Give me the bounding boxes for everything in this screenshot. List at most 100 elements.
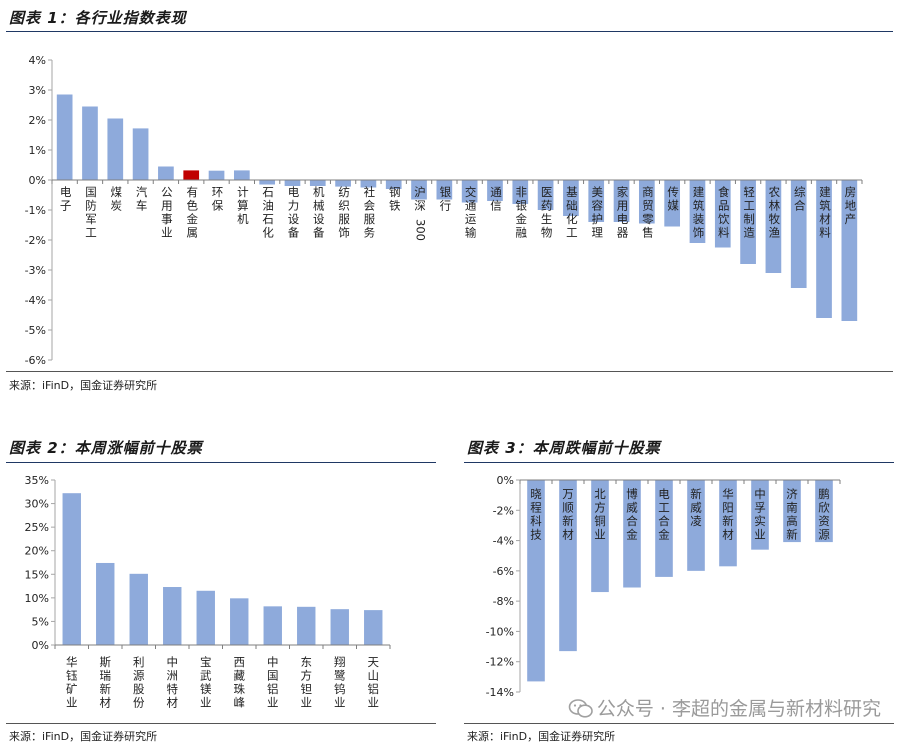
svg-text:晓: 晓 [530,487,542,501]
fig2-bar-1 [96,562,115,645]
svg-text:业: 业 [754,528,766,542]
svg-text:斯: 斯 [100,655,112,669]
fig1-y-tick-label: 0% [29,174,46,187]
figure2-title-rule [6,462,436,463]
svg-text:医: 医 [541,185,553,199]
fig2-bar-0 [62,493,81,645]
svg-text:非: 非 [516,185,528,199]
svg-text:钽: 钽 [301,682,313,696]
svg-text:计: 计 [237,185,249,199]
svg-text:机: 机 [313,185,325,199]
svg-text:防: 防 [85,199,97,213]
figure3-source: 来源：iFinD，国金证券研究所 [467,730,616,743]
svg-text:筑: 筑 [819,199,831,213]
svg-text:工: 工 [85,226,97,240]
svg-text:环: 环 [212,185,224,199]
watermark: 公众号 · 李超的金属与新材料研究 [568,694,881,721]
svg-text:造: 造 [743,226,755,240]
svg-text:子: 子 [60,199,72,213]
figure1-title: 图表 1：各行业指数表现 [9,9,187,27]
svg-text:新: 新 [722,514,734,528]
svg-text:技: 技 [530,528,542,542]
fig2-y-tick-label: 30% [25,498,49,511]
svg-text:天: 天 [368,655,380,669]
svg-text:料: 料 [718,226,730,240]
fig3-y-tick-label: -6% [493,565,514,578]
fig1-category-label-6: 环保 [212,185,224,213]
svg-text:传: 传 [667,185,679,199]
svg-text:服: 服 [338,212,350,226]
svg-text:保: 保 [212,199,224,213]
wechat-icon [568,699,593,718]
svg-text:洲: 洲 [167,669,179,683]
svg-text:工: 工 [566,226,578,240]
fig1-bar-14 [411,180,427,200]
svg-text:轻: 轻 [743,185,755,199]
fig3-y-tick-label: -8% [493,595,514,608]
svg-text:钰: 钰 [66,669,78,683]
svg-text:国: 国 [85,185,97,199]
fig1-bar-19 [537,180,554,210]
svg-text:设: 设 [313,212,325,226]
svg-text:综: 综 [794,185,806,199]
svg-text:业: 业 [594,528,606,542]
fig1-bar-1 [82,106,98,180]
fig1-bar-23 [638,180,655,224]
svg-text:备: 备 [288,226,300,240]
svg-text:工: 工 [658,501,670,515]
svg-text:炭: 炭 [111,199,123,213]
svg-text:沪: 沪 [414,185,426,199]
svg-text:钢: 钢 [389,185,401,199]
fig3-bar-5 [687,480,705,571]
svg-text:中: 中 [267,655,279,669]
fig3-bar-0 [527,480,545,682]
svg-text:新: 新 [786,528,798,542]
svg-text:深: 深 [414,199,426,213]
fig3-bar-6 [719,480,737,567]
fig1-category-label-24: 传媒 [667,185,679,213]
svg-text:方: 方 [301,669,313,683]
svg-text:瑞: 瑞 [100,669,112,683]
svg-text:饮: 饮 [718,212,730,226]
fig1-bar-24 [664,180,681,227]
svg-text:业: 业 [66,696,78,710]
fig2-bar-5 [230,598,249,645]
svg-text:农: 农 [769,185,781,199]
svg-text:科: 科 [530,514,542,528]
fig1-category-label-15: 银行 [440,185,452,213]
svg-text:属: 属 [186,226,198,240]
fig2-y-tick-label: 5% [32,615,49,628]
fig1-y-tick-label: 4% [29,54,46,67]
svg-text:建: 建 [693,185,705,199]
svg-text:威: 威 [690,501,702,515]
svg-text:欣: 欣 [818,501,830,515]
svg-text:方: 方 [594,501,606,515]
figure1-bottom-rule [6,371,893,372]
fig1-bar-29 [790,180,807,288]
fig1-y-tick-label: -6% [25,354,46,367]
svg-text:华: 华 [66,655,78,669]
fig1-y-tick-label: -5% [25,324,46,337]
svg-text:凌: 凌 [690,514,702,528]
svg-text:武: 武 [200,669,212,683]
svg-text:资: 资 [818,514,830,528]
svg-text:材: 材 [819,212,831,226]
svg-text:军: 军 [85,212,97,226]
svg-text:矿: 矿 [66,682,78,696]
fig1-y-tick-label: -2% [25,234,46,247]
fig1-bar-22 [613,180,630,222]
svg-text:银: 银 [516,199,528,213]
svg-text:基: 基 [566,185,578,199]
fig1-y-tick-label: -4% [25,294,46,307]
